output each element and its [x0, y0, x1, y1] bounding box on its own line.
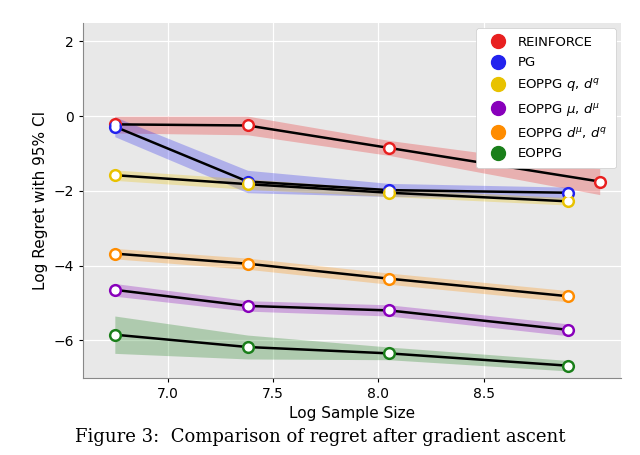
- Point: [384, 275, 394, 282]
- Point: [563, 326, 573, 334]
- Point: [109, 121, 120, 128]
- Point: [109, 286, 120, 293]
- Point: [563, 293, 573, 300]
- Point: [243, 260, 253, 268]
- Point: [384, 350, 394, 357]
- Point: [384, 144, 394, 152]
- Point: [595, 178, 605, 185]
- Point: [563, 197, 573, 205]
- X-axis label: Log Sample Size: Log Sample Size: [289, 406, 415, 421]
- Point: [384, 307, 394, 314]
- Point: [563, 197, 573, 205]
- Point: [563, 326, 573, 334]
- Point: [563, 189, 573, 197]
- Point: [243, 178, 253, 185]
- Point: [243, 122, 253, 129]
- Point: [384, 189, 394, 197]
- Point: [563, 189, 573, 197]
- Point: [243, 178, 253, 185]
- Point: [109, 123, 120, 130]
- Point: [109, 172, 120, 179]
- Point: [384, 187, 394, 194]
- Point: [243, 344, 253, 351]
- Point: [109, 286, 120, 293]
- Point: [384, 189, 394, 197]
- Point: [109, 123, 120, 130]
- Point: [384, 307, 394, 314]
- Point: [243, 302, 253, 309]
- Point: [243, 260, 253, 268]
- Point: [384, 187, 394, 194]
- Point: [109, 250, 120, 257]
- Point: [109, 250, 120, 257]
- Text: Figure 3:  Comparison of regret after gradient ascent: Figure 3: Comparison of regret after gra…: [75, 428, 565, 446]
- Point: [563, 293, 573, 300]
- Point: [384, 144, 394, 152]
- Y-axis label: Log Regret with 95% CI: Log Regret with 95% CI: [33, 111, 48, 290]
- Point: [384, 350, 394, 357]
- Point: [563, 362, 573, 369]
- Point: [384, 275, 394, 282]
- Point: [563, 362, 573, 369]
- Point: [243, 122, 253, 129]
- Point: [243, 344, 253, 351]
- Point: [109, 331, 120, 339]
- Point: [243, 181, 253, 188]
- Point: [109, 121, 120, 128]
- Point: [595, 178, 605, 185]
- Point: [243, 181, 253, 188]
- Legend: REINFORCE, PG, EOPPG $q$, $d^q$, EOPPG $\mu$, $d^{\mu}$, EOPPG $d^{\mu}$, $d^q$,: REINFORCE, PG, EOPPG $q$, $d^q$, EOPPG $…: [476, 28, 616, 168]
- Point: [109, 331, 120, 339]
- Point: [109, 172, 120, 179]
- Point: [243, 302, 253, 309]
